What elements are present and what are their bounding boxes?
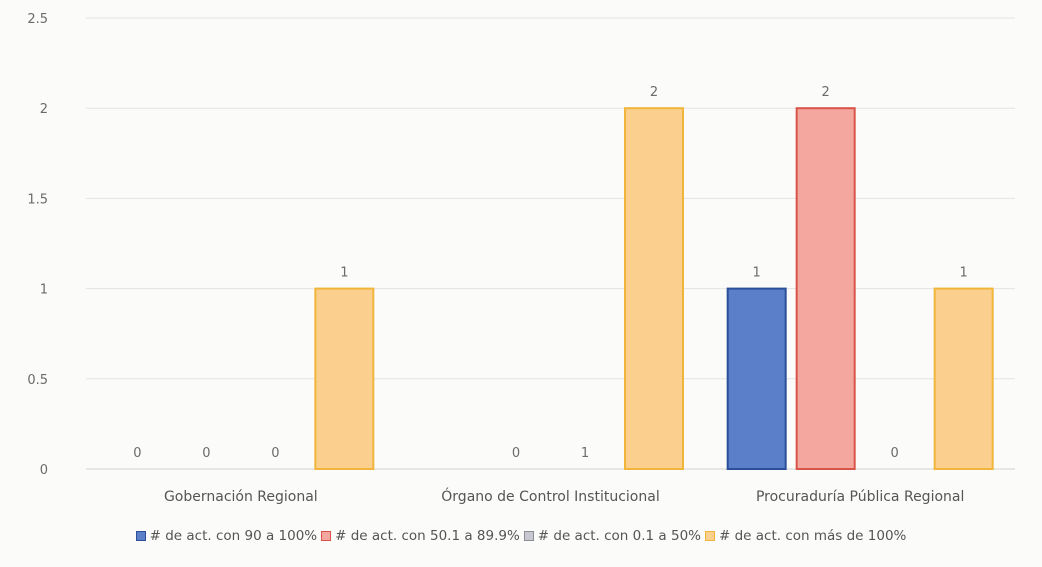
y-axis-ticks: 0 0.5 1 1.5 2 2.5 xyxy=(27,12,48,478)
legend-label: # de act. con 50.1 a 89.9% xyxy=(335,528,520,544)
data-label: 0 xyxy=(202,446,210,461)
bar xyxy=(933,287,994,470)
data-label: 0 xyxy=(271,446,279,461)
data-label: 0 xyxy=(891,446,899,461)
gridlines xyxy=(86,17,1015,470)
legend-label: # de act. con más de 100% xyxy=(718,528,907,544)
x-axis-categories: Gobernación Regional Órgano de Control In… xyxy=(164,487,964,505)
x-category-label: Órgano de Control Institucional xyxy=(441,487,659,505)
y-tick-label: 1.5 xyxy=(27,192,48,207)
data-label: 2 xyxy=(822,85,830,100)
data-label: 0 xyxy=(133,446,141,461)
bars xyxy=(314,107,994,470)
legend-swatch xyxy=(321,531,332,541)
bar xyxy=(624,107,684,470)
y-tick-label: 0 xyxy=(40,463,48,478)
legend: # de act. con 90 a 100% # de act. con 50.… xyxy=(0,528,1042,544)
legend-swatch xyxy=(135,531,146,541)
data-labels: 0 0 0 1 0 1 2 1 2 0 1 xyxy=(133,85,968,461)
bar xyxy=(314,287,375,470)
data-label: 1 xyxy=(340,266,348,281)
x-category-label: Procuraduría Pública Regional xyxy=(756,489,964,505)
legend-item: # de act. con 90 a 100% xyxy=(135,528,318,544)
y-tick-label: 1 xyxy=(40,283,48,298)
legend-swatch xyxy=(523,531,534,541)
legend-item: # de act. con 0.1 a 50% xyxy=(523,528,701,544)
data-label: 1 xyxy=(581,446,589,461)
data-label: 2 xyxy=(650,85,658,100)
legend-swatch xyxy=(704,531,715,541)
legend-label: # de act. con 0.1 a 50% xyxy=(537,528,701,544)
bar xyxy=(726,287,787,470)
data-label: 1 xyxy=(960,266,968,281)
bar xyxy=(795,107,856,470)
legend-item: # de act. con más de 100% xyxy=(704,528,907,544)
legend-item: # de act. con 50.1 a 89.9% xyxy=(321,528,520,544)
x-category-label: Gobernación Regional xyxy=(164,489,318,505)
data-label: 0 xyxy=(512,446,520,461)
legend-label: # de act. con 90 a 100% xyxy=(149,528,318,544)
data-label: 1 xyxy=(753,266,761,281)
y-tick-label: 0.5 xyxy=(27,373,48,388)
y-tick-label: 2.5 xyxy=(27,12,48,27)
y-tick-label: 2 xyxy=(40,102,48,117)
